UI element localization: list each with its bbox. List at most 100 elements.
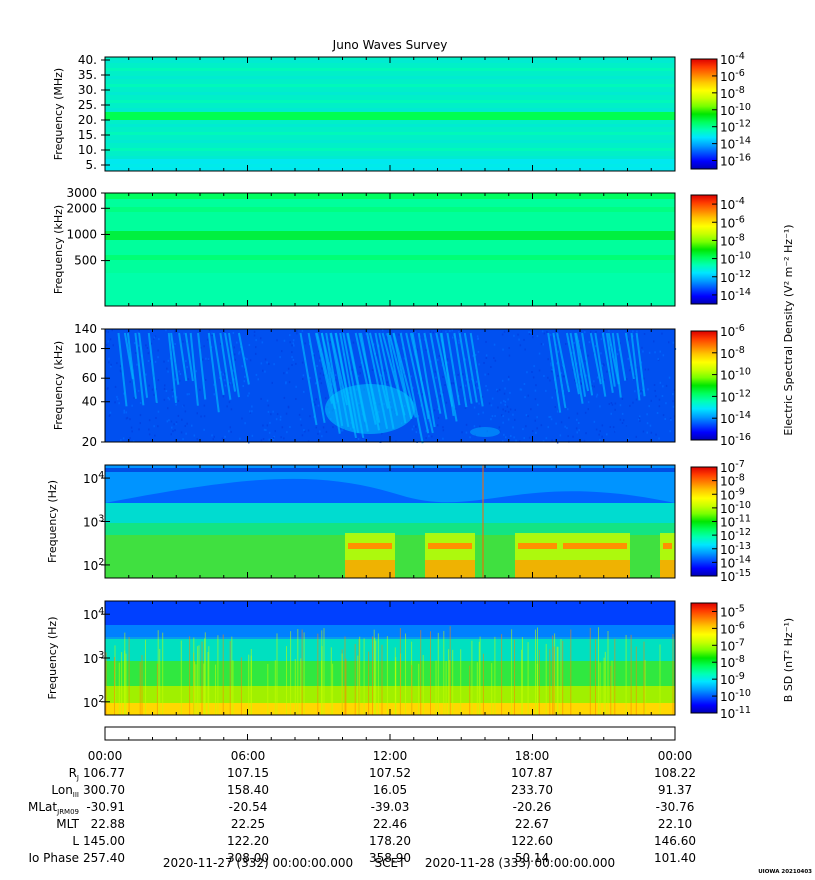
ephemeris-value: 22.46 (373, 817, 407, 831)
ephemeris-value: 107.87 (511, 766, 553, 780)
ephemeris-value: -20.54 (229, 800, 268, 814)
ephemeris-value: 107.15 (227, 766, 269, 780)
y-tick-label: 35. (78, 68, 97, 82)
ephemeris-value: 122.60 (511, 834, 553, 848)
ephemeris-label: RJ (69, 766, 79, 782)
colorbar-tick-label: 10-10 (720, 367, 751, 383)
colorbar-tick-label: 10-7 (720, 459, 745, 475)
y-axis-label: Frequency (Hz) (46, 480, 59, 563)
y-tick-label: 140 (74, 322, 97, 336)
ephemeris-value: 158.40 (227, 783, 269, 797)
time-tick-label: 06:00 (231, 749, 266, 763)
spectrogram-panel-3: 140 100 60 40 20 Frequency (kHz) 10-6 10-8 10-10… (52, 322, 751, 449)
footer-scet-label: SCET (375, 856, 407, 870)
ephemeris-value: 107.52 (369, 766, 411, 780)
colorbar-tick-label: 10-8 (720, 85, 745, 101)
ephemeris-label: MLatJRM09 (28, 800, 79, 816)
colorbar-tick-label: 10-15 (720, 568, 751, 584)
ephemeris-row: RJ 106.77 107.15 107.52 107.87 108.22 (69, 766, 696, 782)
ephemeris-label: L (72, 834, 79, 848)
panels: 40.35.30.25.20.15.10.5. Frequency (MHz) 10… (46, 51, 795, 721)
y-axis-label: Frequency (kHz) (52, 205, 65, 294)
colorbar-tick-label: 10-10 (720, 688, 751, 704)
ephemeris-value: -39.03 (371, 800, 410, 814)
ephemeris-value: 16.05 (373, 783, 407, 797)
colorbar-tick-label: 10-5 (720, 603, 745, 619)
ephemeris-row: MLatJRM09 -30.91 -20.54 -39.03 -20.26 -30.76 (28, 800, 694, 816)
spectrogram-image (105, 601, 675, 715)
colorbar-tick-label: 10-13 (720, 541, 751, 557)
colorbar-2: 10-4 10-6 10-8 10-10 10-12 10-14 Electric Spec… (690, 194, 795, 436)
colorbar-tick-label: 10-16 (720, 153, 751, 169)
y-tick-label: 10. (78, 143, 97, 157)
y-tick-label: 500 (74, 254, 97, 268)
colorbar-tick-label: 10-10 (720, 500, 751, 516)
time-tick-label: 00:00 (88, 749, 123, 763)
colorbar-tick-label: 10-4 (720, 196, 745, 212)
y-tick-label: 20 (82, 435, 97, 449)
colorbar-tick-label: 10-11 (720, 514, 751, 530)
ephemeris-value: 50.14 (515, 851, 549, 865)
y-tick-label: 60 (82, 371, 97, 385)
y-tick-label: 15. (78, 128, 97, 142)
colorbar-tick-label: 10-14 (720, 554, 751, 570)
ephemeris-value: 145.00 (83, 834, 125, 848)
colorbar-tick-label: 10-14 (720, 287, 751, 303)
colorbar-tick-label: 10-14 (720, 410, 751, 426)
ephemeris-value: 22.67 (515, 817, 549, 831)
ephemeris-value: -20.26 (513, 800, 552, 814)
colorbar-title: Electric Spectral Density (V² m⁻² Hz⁻¹) (782, 224, 795, 435)
colorbar-tick-label: 10-6 (720, 68, 745, 84)
spectrogram-image (105, 57, 675, 171)
ephemeris-value: 101.40 (654, 851, 696, 865)
ephemeris-value: -30.76 (656, 800, 695, 814)
colorbar-tick-label: 10-12 (720, 527, 751, 543)
y-tick-label: 3000 (66, 186, 97, 200)
ephemeris-value: 308.00 (227, 851, 269, 865)
colorbar-tick-label: 10-8 (720, 473, 745, 489)
time-tick-label: 18:00 (515, 749, 550, 763)
chart-title: Juno Waves Survey (332, 38, 448, 52)
y-tick-label: 100 (74, 342, 97, 356)
ephemeris-value: 358.90 (369, 851, 411, 865)
ephemeris-value: 106.77 (83, 766, 125, 780)
y-tick-label: 2000 (66, 201, 97, 215)
y-tick-label: 102 (83, 694, 104, 710)
ephemeris-label: LonIII (51, 783, 79, 799)
colorbar-tick-label: 10-6 (720, 323, 745, 339)
colorbar-tick-label: 10-9 (720, 486, 745, 502)
ephemeris-row: MLT 22.88 22.25 22.46 22.67 22.10 (56, 817, 692, 831)
spectrogram-panel-4: 104 103 102 Frequency (Hz) 10-710-810-910-10… (46, 459, 751, 584)
ephemeris-value: -30.91 (86, 800, 125, 814)
y-tick-label: 104 (83, 470, 104, 486)
ephemeris-label: MLT (56, 817, 79, 831)
y-tick-label: 40. (78, 53, 97, 67)
colorbar-tick-label: 10-10 (720, 251, 751, 267)
y-tick-label: 103 (83, 650, 104, 666)
spectrogram-image (105, 465, 675, 578)
colorbar-tick-label: 10-7 (720, 637, 745, 653)
ephemeris-row: LonIII 300.70 158.40 16.05 233.70 91.37 (51, 783, 692, 799)
y-tick-label: 102 (83, 557, 104, 573)
ephemeris-value: 146.60 (654, 834, 696, 848)
spectrogram-image (105, 329, 677, 444)
ephemeris-value: 122.20 (227, 834, 269, 848)
ephemeris-value: 178.20 (369, 834, 411, 848)
ephemeris-value: 22.25 (231, 817, 265, 831)
colorbar-tick-label: 10-8 (720, 345, 745, 361)
colorbar-3: 10-6 10-8 10-10 10-12 10-14 10-16 (690, 323, 751, 448)
colorbar-tick-label: 10-12 (720, 119, 751, 135)
colorbar-tick-label: 10-6 (720, 214, 745, 230)
time-axis: 00:00 06:00 12:00 18:00 00:00 (88, 726, 692, 763)
colorbar-tick-label: 10-12 (720, 388, 751, 404)
ephemeris-value: 300.70 (83, 783, 125, 797)
y-axis-label: Frequency (Hz) (46, 617, 59, 700)
y-tick-label: 40 (82, 395, 97, 409)
ephemeris-label: Io Phase (28, 851, 79, 865)
colorbar-4: 10-710-810-910-1010-1110-1210-1310-1410-… (690, 459, 751, 584)
spectrogram-image (105, 193, 675, 306)
footer-end-time: 2020-11-28 (333) 00:00:00.000 (425, 856, 615, 870)
